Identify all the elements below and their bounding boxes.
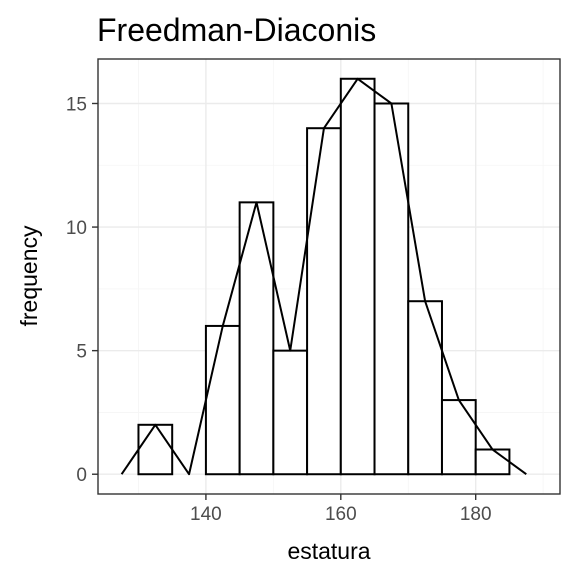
histogram-bar	[407, 300, 443, 476]
histogram-bar	[339, 77, 376, 476]
histogram-bar	[440, 399, 477, 476]
x-axis: 140 160 180	[190, 494, 492, 525]
y-tick-label: 10	[66, 218, 87, 239]
x-tick-label: 180	[460, 504, 492, 525]
histogram-bar	[272, 349, 309, 476]
chart-title: Freedman-Diaconis	[97, 12, 376, 48]
y-axis: 0 5 10 15	[66, 94, 98, 486]
histogram-bar	[137, 423, 174, 476]
y-tick-label: 0	[76, 465, 87, 486]
histogram-bars	[137, 77, 511, 476]
histogram-bar	[474, 448, 511, 476]
y-axis-title: frequency	[16, 225, 42, 327]
y-tick-label: 5	[76, 342, 87, 363]
histogram-bar	[306, 127, 342, 476]
frequency-polygon	[120, 77, 527, 476]
x-axis-title: estatura	[287, 538, 370, 564]
x-tick-label: 160	[325, 504, 357, 525]
x-tick-label: 140	[190, 504, 222, 525]
histogram-bar	[204, 324, 241, 476]
histogram-bar	[373, 102, 410, 476]
frequency-polygon-line	[120, 77, 527, 476]
panel-border	[97, 58, 561, 495]
y-tick-label: 15	[66, 94, 87, 115]
